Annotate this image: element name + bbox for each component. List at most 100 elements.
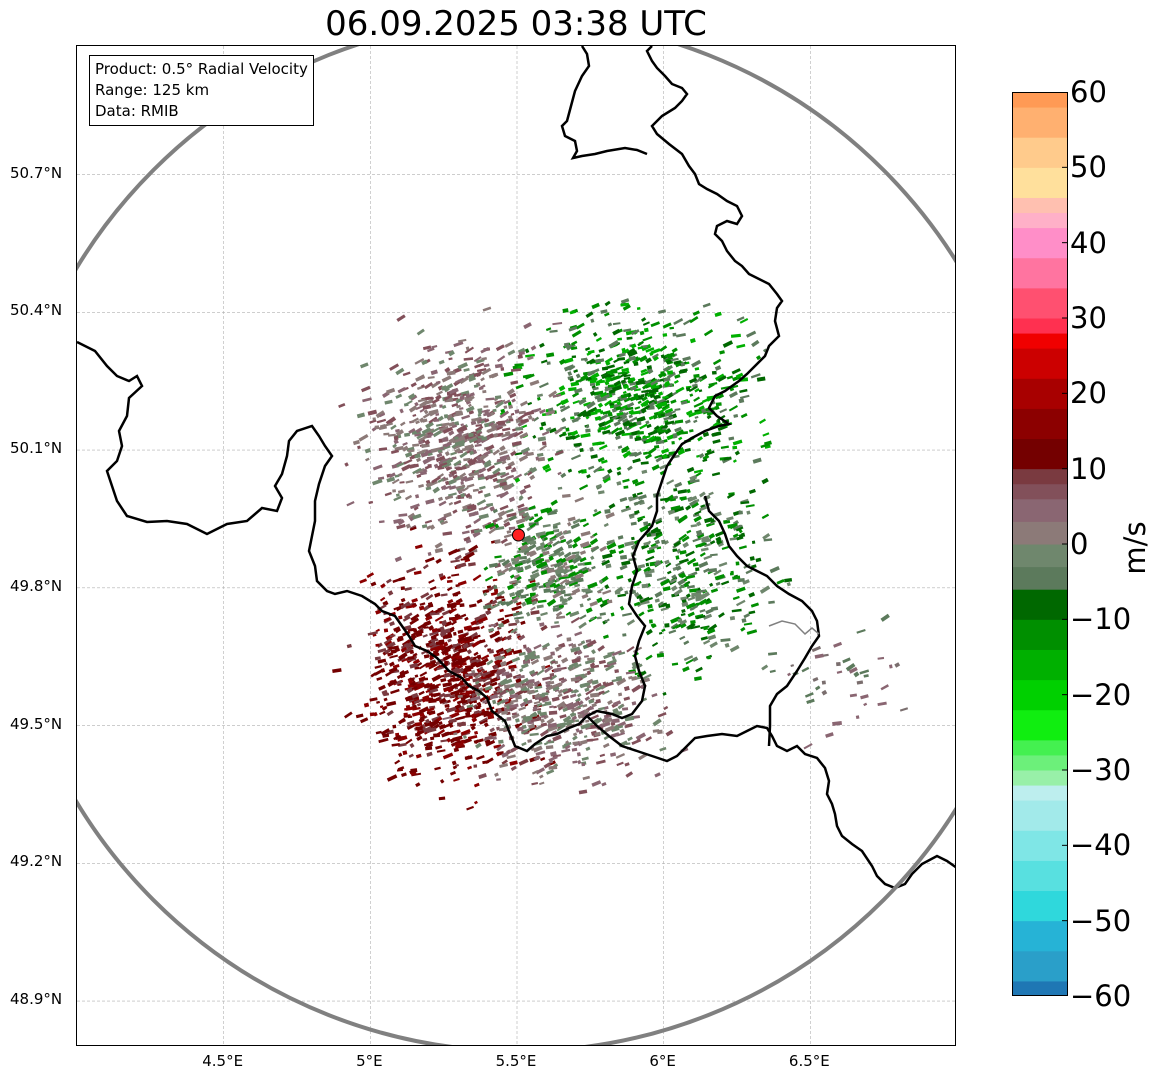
echo-gate (597, 456, 605, 463)
echo-gate (376, 700, 381, 704)
echo-gate (470, 660, 478, 668)
echo-gate (567, 665, 574, 671)
echo-gate (648, 388, 659, 394)
echo-gate (483, 409, 490, 415)
echo-gate (640, 370, 650, 377)
echo-gate (547, 680, 555, 686)
echo-gate (442, 752, 454, 760)
echo-gate (438, 415, 444, 422)
echo-gate (441, 609, 452, 616)
echo-gate (570, 346, 578, 351)
echo-gate (591, 679, 599, 685)
echo-gate (415, 467, 426, 474)
echo-gate (547, 722, 558, 729)
echo-gate (611, 650, 623, 657)
echo-gate (451, 642, 460, 650)
echo-gate (610, 370, 618, 374)
radar-site-marker[interactable] (511, 528, 525, 542)
echo-gate (540, 569, 549, 576)
echo-gate (444, 703, 450, 708)
colorbar-segment (1012, 679, 1068, 711)
echo-gate (601, 459, 608, 464)
echo-gate (633, 715, 641, 719)
echo-gate (595, 685, 606, 692)
echo-gate (686, 529, 692, 534)
colorbar-segment (1012, 860, 1068, 892)
echo-gate (397, 742, 407, 747)
echo-gate (690, 619, 696, 625)
echo-gate (558, 677, 565, 682)
echo-gate (580, 723, 590, 730)
echo-gate (425, 479, 431, 485)
echo-gate (488, 649, 494, 654)
echo-gate (468, 562, 476, 567)
echo-gate (582, 561, 592, 566)
echo-gate (888, 664, 893, 669)
echo-gate (666, 352, 676, 359)
echo-gate (524, 702, 529, 707)
echo-gate (523, 550, 530, 556)
echo-gate (640, 404, 651, 412)
echo-gate (708, 567, 718, 573)
echo-gate (404, 706, 414, 711)
echo-gate (412, 443, 420, 447)
echo-gate (499, 763, 509, 769)
echo-gate (526, 355, 534, 361)
echo-gate (545, 745, 554, 750)
echo-gate (542, 463, 551, 471)
echo-gate (503, 562, 513, 569)
echo-gate (407, 723, 416, 731)
echo-gate (454, 613, 460, 619)
echo-gate (425, 615, 433, 622)
echo-gate (383, 432, 390, 436)
echo-gate (376, 676, 383, 681)
echo-gate (750, 373, 761, 379)
echo-gate (694, 367, 700, 371)
echo-gate (384, 491, 392, 497)
echo-gate (557, 551, 565, 557)
echo-gate (690, 501, 699, 509)
echo-gate (414, 721, 423, 727)
echo-gate (503, 521, 511, 528)
echo-gate (444, 367, 451, 373)
radar-map[interactable] (77, 46, 956, 1046)
echo-gate (532, 416, 540, 422)
echo-gate (375, 730, 382, 735)
echo-gate (571, 329, 582, 338)
radar-map-panel[interactable] (76, 45, 956, 1046)
echo-gate (610, 612, 615, 617)
product-info-box: Product: 0.5° Radial Velocity Range: 125… (89, 55, 314, 126)
echo-gate (695, 666, 703, 673)
echo-gate (378, 447, 388, 451)
echo-gate (386, 774, 398, 782)
echo-gate (383, 637, 393, 645)
echo-gate (572, 741, 579, 745)
echo-gate (618, 407, 626, 414)
echo-gate (397, 518, 405, 526)
echo-gate (644, 540, 652, 547)
echo-gate (468, 437, 478, 444)
echo-gate (728, 436, 735, 441)
echo-gate (438, 573, 444, 578)
echo-gate (658, 601, 664, 607)
echo-gate (554, 645, 562, 652)
colorbar-segment (1012, 920, 1068, 952)
echo-gate (801, 666, 810, 673)
echo-gate (439, 404, 443, 408)
info-range: Range: 125 km (95, 81, 210, 99)
echo-gate (497, 694, 503, 699)
echo-gate (515, 591, 522, 597)
echo-gate (539, 774, 544, 779)
echo-gate (877, 701, 887, 707)
echo-gate (573, 689, 579, 694)
echo-gate (433, 733, 441, 738)
echo-gate (577, 469, 584, 474)
echo-gate (363, 702, 370, 708)
echo-gate (670, 616, 681, 624)
echo-gate (444, 441, 452, 448)
echo-gate (567, 705, 575, 711)
echo-gate (642, 451, 648, 455)
echo-gate (584, 696, 591, 701)
echo-gate (761, 513, 770, 520)
echo-gate (392, 724, 397, 729)
